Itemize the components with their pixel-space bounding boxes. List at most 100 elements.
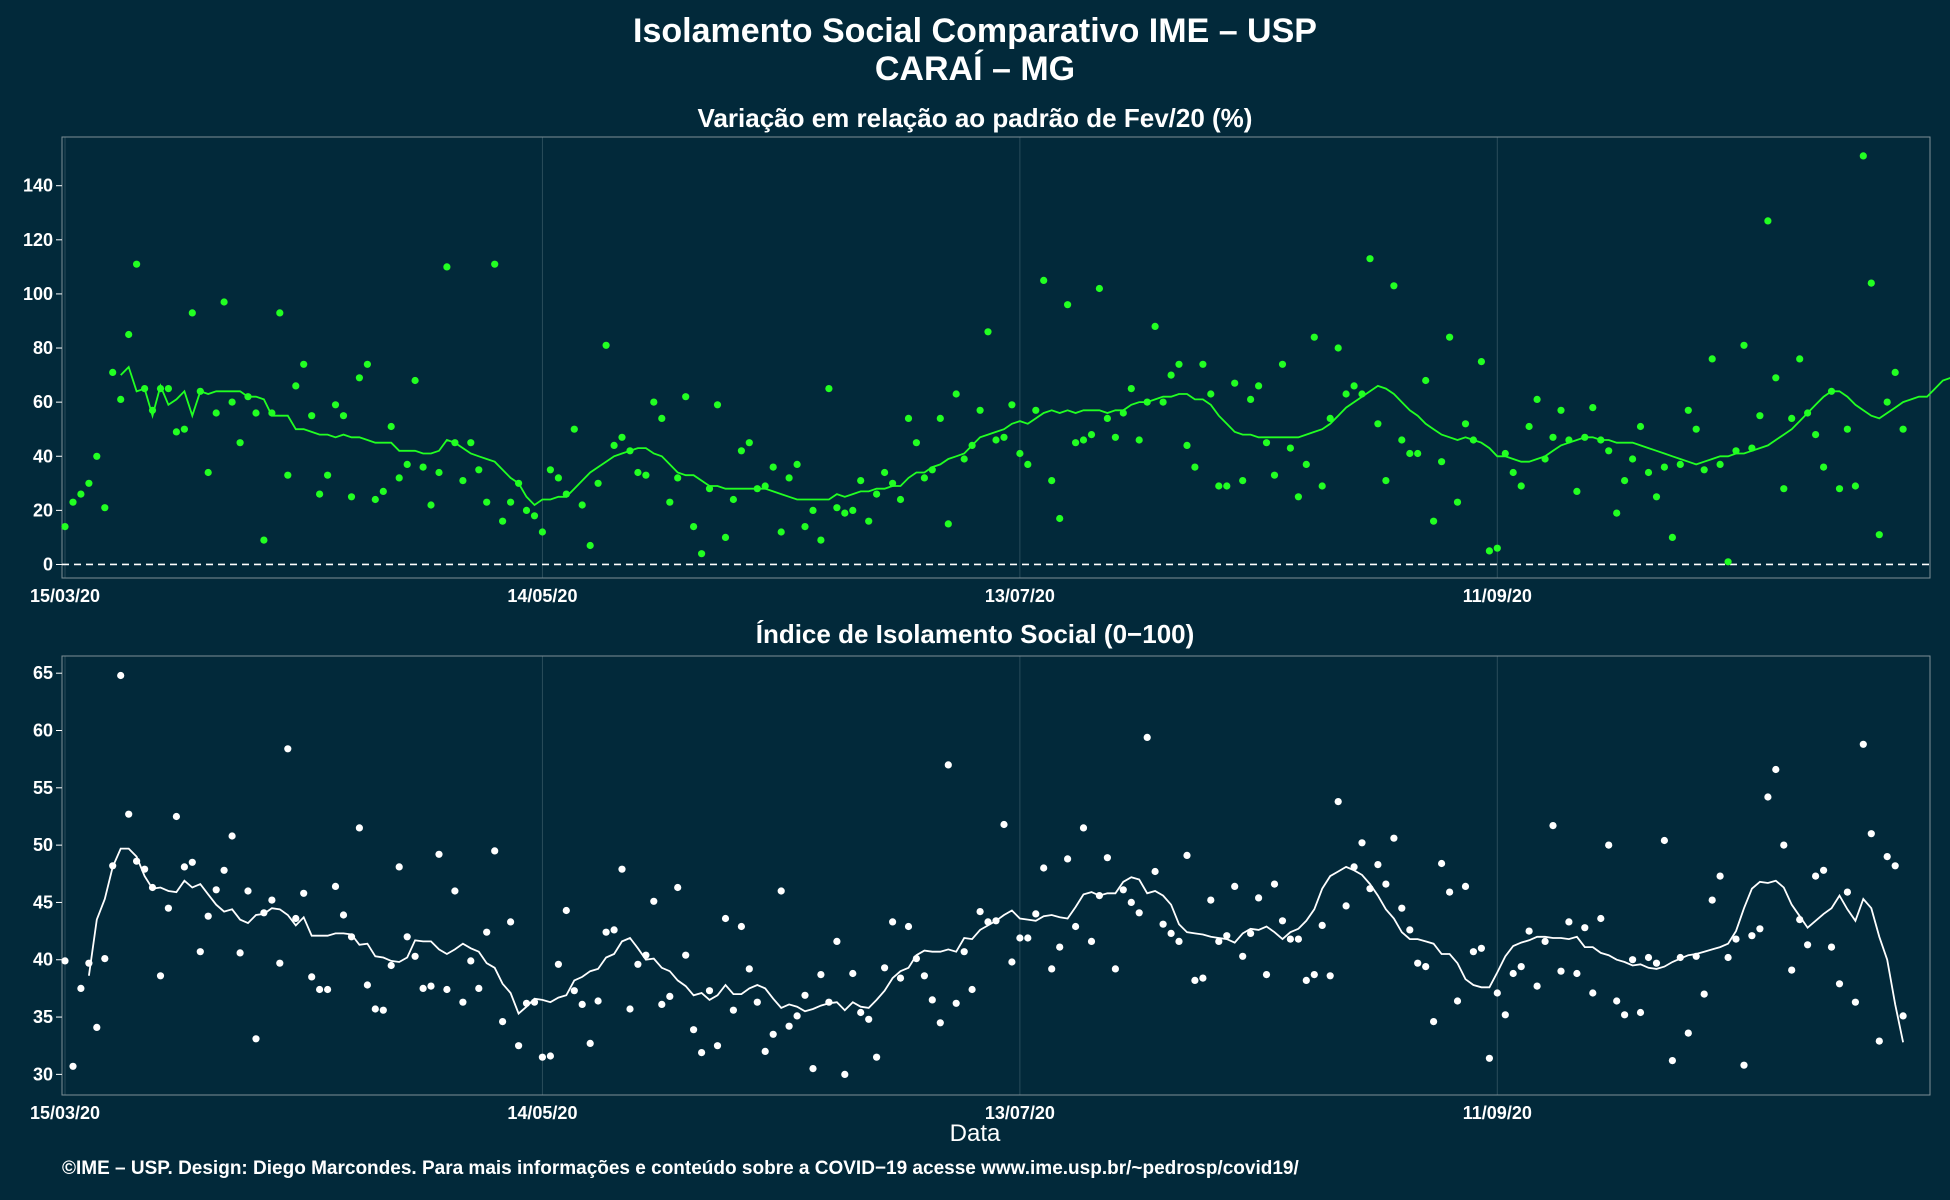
bottom-data-point — [284, 745, 292, 753]
top-data-point — [324, 471, 332, 479]
bottom-data-point — [554, 960, 563, 968]
bottom-data-point — [1255, 894, 1263, 902]
top-data-point — [1708, 355, 1716, 363]
bottom-data-point — [849, 969, 857, 978]
top-data-point — [1485, 547, 1493, 555]
top-data-point — [642, 471, 650, 479]
top-data-point — [1024, 460, 1032, 468]
top-data-point — [1056, 514, 1064, 523]
bottom-data-point — [156, 972, 165, 980]
bottom-data-point — [1644, 953, 1653, 962]
bottom-data-point — [1087, 937, 1096, 946]
bottom-data-point — [1708, 896, 1716, 904]
top-data-point — [379, 487, 387, 495]
bottom-data-point — [347, 933, 356, 941]
bottom-data-point — [936, 1019, 944, 1027]
bottom-data-point — [117, 671, 125, 680]
bottom-data-point — [1485, 1054, 1493, 1062]
top-x-tick-label: 11/09/20 — [1463, 586, 1532, 606]
bottom-data-point — [1724, 953, 1732, 962]
bottom-data-point — [1772, 765, 1780, 774]
bottom-data-point — [188, 858, 196, 866]
top-data-point — [1700, 466, 1708, 474]
top-data-point — [1804, 409, 1812, 417]
bottom-data-point — [1231, 882, 1239, 891]
top-data-point — [1764, 217, 1772, 225]
bottom-data-point — [865, 1015, 873, 1023]
top-data-point — [1151, 322, 1159, 330]
bottom-data-point — [1008, 958, 1016, 966]
top-data-point — [1223, 482, 1231, 490]
top-data-point — [331, 401, 340, 409]
top-data-point — [515, 479, 523, 487]
bottom-data-point — [1859, 740, 1867, 748]
top-data-point — [1692, 425, 1700, 433]
top-data-point — [1294, 493, 1302, 501]
top-data-point — [1286, 444, 1294, 452]
top-data-point — [1087, 431, 1096, 439]
bottom-data-point — [395, 863, 403, 871]
bottom-data-point — [1374, 861, 1382, 869]
top-y-tick-label: 80 — [33, 338, 53, 358]
bottom-data-point — [1716, 872, 1724, 880]
top-y-tick-label: 120 — [23, 230, 53, 250]
bottom-data-point — [729, 1006, 738, 1014]
bottom-data-point — [721, 914, 730, 923]
bottom-data-point — [276, 959, 284, 967]
bottom-data-point — [1700, 990, 1708, 998]
top-data-point — [586, 541, 594, 550]
top-data-point — [268, 409, 276, 417]
bottom-data-point — [1223, 932, 1231, 940]
top-data-point — [1676, 460, 1684, 468]
top-data-point — [1772, 374, 1780, 382]
top-data-point — [451, 439, 459, 447]
top-data-point — [1565, 436, 1573, 444]
bottom-data-point — [809, 1065, 817, 1073]
top-data-point — [936, 414, 944, 422]
bottom-data-point — [515, 1042, 523, 1050]
bottom-data-point — [1525, 927, 1533, 935]
bottom-moving-average-line — [88, 847, 1904, 1043]
top-data-point — [1143, 398, 1151, 406]
top-data-point — [809, 506, 817, 514]
top-data-point — [1883, 398, 1891, 406]
bottom-data-point — [904, 922, 913, 931]
bottom-data-point — [1867, 830, 1875, 838]
title-line-1: Isolamento Social Comparativo IME – USP — [633, 12, 1317, 50]
bottom-data-point — [507, 918, 515, 926]
bottom-data-point — [292, 914, 300, 923]
top-data-point — [546, 466, 555, 474]
top-data-point — [1191, 463, 1199, 471]
top-data-point — [93, 452, 101, 460]
bottom-y-tick-label: 45 — [33, 892, 53, 912]
top-y-tick-label: 60 — [33, 392, 53, 412]
top-data-point — [164, 385, 172, 393]
top-data-point — [1374, 420, 1382, 428]
top-data-point — [1843, 425, 1851, 433]
top-data-point — [705, 485, 714, 493]
bottom-data-point — [1469, 948, 1477, 956]
top-data-point — [602, 341, 610, 349]
top-y-tick-label: 140 — [23, 176, 53, 196]
bottom-data-point — [793, 1012, 801, 1020]
top-data-point — [236, 439, 244, 447]
top-data-point — [1557, 406, 1565, 414]
top-data-point — [1438, 458, 1446, 466]
top-data-point — [1517, 482, 1525, 490]
bottom-data-point — [228, 832, 236, 840]
top-data-point — [204, 468, 212, 477]
bottom-data-point — [1127, 898, 1135, 907]
top-data-point — [61, 523, 69, 531]
bottom-data-point — [1239, 952, 1247, 960]
top-data-point — [1135, 436, 1143, 444]
bottom-data-point — [324, 985, 332, 994]
bottom-data-point — [610, 926, 618, 934]
bottom-data-point — [1621, 1011, 1629, 1019]
bottom-data-point — [1613, 997, 1621, 1005]
bottom-y-tick-label: 55 — [33, 778, 53, 798]
bottom-data-point — [1851, 998, 1859, 1006]
top-data-point — [1422, 376, 1430, 385]
top-data-point — [117, 395, 125, 403]
